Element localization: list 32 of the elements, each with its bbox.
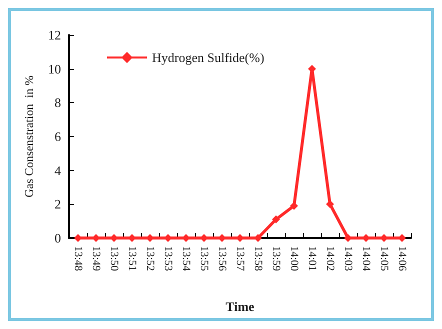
x-axis-title: Time — [226, 299, 255, 314]
x-tick-label: 13:48 — [72, 246, 84, 272]
x-tick-label: 14:04 — [360, 246, 372, 272]
y-axis-title: Gas Consenstration in % — [22, 76, 36, 198]
point — [272, 215, 280, 224]
x-tick-label: 14:03 — [342, 246, 354, 272]
y-tick-label: 12 — [48, 28, 61, 42]
y-tick-label: 10 — [48, 61, 61, 76]
point — [290, 202, 298, 210]
x-tick-label: 13:58 — [252, 246, 264, 272]
x-tick-label: 14:00 — [288, 246, 300, 272]
x-tick-label: 14:06 — [396, 246, 408, 272]
x-tick-label: 14:01 — [306, 246, 318, 272]
x-tick-label: 13:56 — [216, 246, 228, 272]
y-tick-label: 8 — [54, 95, 61, 110]
x-tick-label: 13:54 — [180, 246, 192, 272]
x-tick-label: 13:51 — [126, 246, 138, 272]
x-tick-label: 13:49 — [90, 246, 102, 272]
x-tick-label: 13:53 — [162, 246, 174, 272]
x-tick-label: 13:59 — [270, 246, 282, 272]
x-tick-label: 13:50 — [108, 246, 120, 272]
x-tick-label: 13:55 — [198, 246, 210, 272]
legend-label: Hydrogen Sulfide(%) — [152, 50, 264, 65]
x-tick-label: 13:57 — [234, 246, 246, 272]
x-tick-label: 14:05 — [378, 246, 390, 272]
y-tick-label: 0 — [54, 230, 61, 246]
point — [326, 200, 334, 208]
x-tick-label: 13:52 — [144, 246, 156, 272]
y-tick-label: 6 — [54, 129, 62, 144]
y-tick-label: 4 — [54, 162, 62, 178]
y-tick-label: 2 — [54, 196, 61, 212]
x-tick-label: 14:02 — [324, 246, 336, 272]
